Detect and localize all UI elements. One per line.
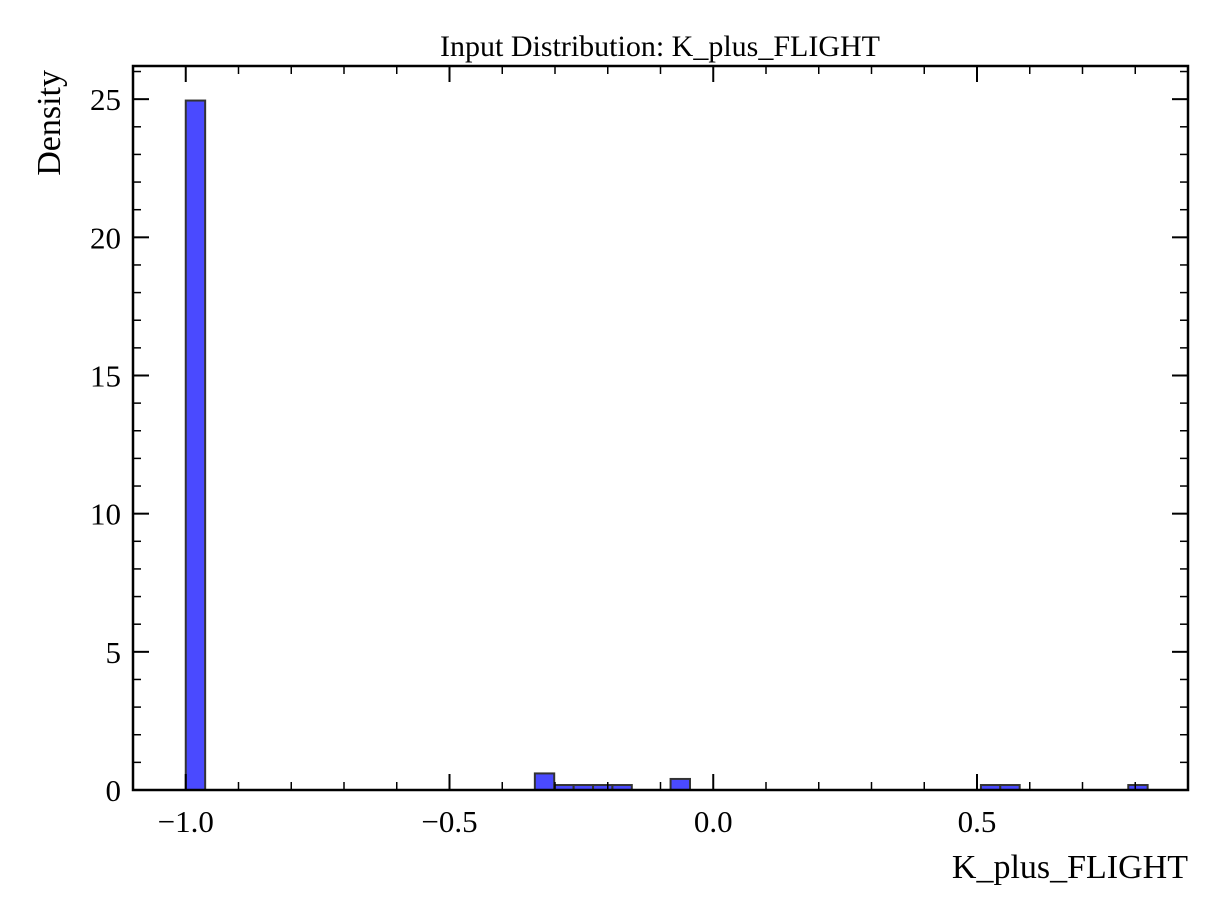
y-tick-label: 10 xyxy=(90,497,121,532)
x-axis-label: K_plus_FLIGHT xyxy=(952,849,1188,886)
x-tick-label: −1.0 xyxy=(158,804,214,839)
x-tick-label: 0.0 xyxy=(694,804,733,839)
x-tick-label: 0.5 xyxy=(958,804,997,839)
histogram-bar xyxy=(533,772,556,792)
y-tick-label: 15 xyxy=(90,358,121,393)
x-tick-label: −0.5 xyxy=(421,804,477,839)
histogram-bars xyxy=(184,99,1149,792)
y-axis-label: Density xyxy=(31,70,68,176)
y-tick-label: 25 xyxy=(90,82,121,117)
axis-ticks xyxy=(132,66,1189,791)
y-tick-label: 0 xyxy=(106,773,122,808)
chart-title: Input Distribution: K_plus_FLIGHT xyxy=(440,30,880,63)
axis-tick-labels: −1.0 −0.5 0.0 0.5 0 5 10 15 20 25 xyxy=(90,82,996,839)
histogram-bar xyxy=(669,777,691,792)
y-tick-label: 5 xyxy=(106,635,122,670)
histogram-bar xyxy=(184,99,207,791)
plot-frame xyxy=(131,64,1190,792)
y-tick-label: 20 xyxy=(90,220,121,255)
